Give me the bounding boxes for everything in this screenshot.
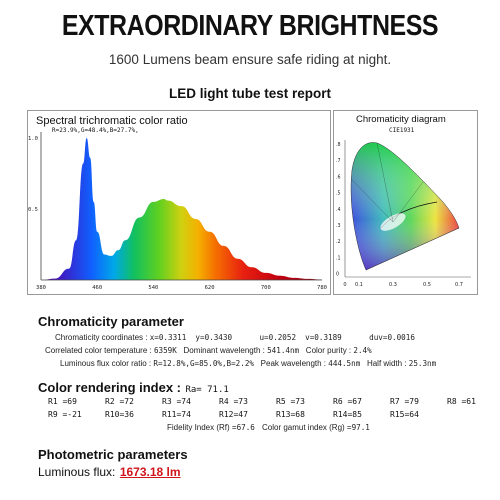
cie-y-tick: .5 — [336, 191, 341, 197]
dominant-wavelength-label: Dominant wavelength : — [183, 346, 265, 355]
cri-value: R9 =-21 — [48, 410, 82, 419]
luminous-flux-value: 1673.18 lm — [119, 465, 181, 479]
spectrum-x-tick: 540 — [148, 285, 158, 291]
cri-value: R1 =69 — [48, 397, 77, 406]
color-temperature-row: Correlated color temperature : 6359K Dom… — [45, 346, 372, 355]
cri-value: R6 =67 — [333, 397, 362, 406]
fidelity-index: Fidelity Index (Rf) =67.6 — [167, 423, 255, 432]
cie-x-tick: 0.3 — [389, 282, 397, 288]
cri-value: R5 =73 — [276, 397, 305, 406]
dominant-wavelength-value: 541.4nm — [267, 346, 300, 355]
luminous-flux-row: Luminous flux: 1673.18 lm — [38, 463, 181, 481]
cri-value: R15=64 — [390, 410, 419, 419]
cri-value: R3 =74 — [162, 397, 191, 406]
cie-y-tick: .3 — [336, 223, 341, 229]
spectrum-area — [41, 138, 322, 280]
cri-value: R8 =61 — [447, 397, 476, 406]
cie-y-tick: .8 — [336, 142, 341, 148]
cie-x-tick: 0.1 — [355, 282, 363, 288]
spectrum-y-tick: 0.5 — [28, 207, 38, 213]
cie-y-tick: .1 — [336, 255, 341, 261]
cri-value: R14=85 — [333, 410, 362, 419]
spectrum-title: Spectral trichromatic color ratio — [36, 115, 188, 127]
cie-y-tick: 0 — [336, 272, 339, 278]
peak-wavelength-value: 444.5nm — [328, 359, 361, 368]
spectrum-y-tick: 1.0 — [28, 136, 38, 142]
cct-value: 6359K — [153, 346, 177, 355]
luminous-flux-label: Luminous flux: — [38, 465, 116, 479]
report-title: LED light tube test report — [169, 86, 331, 101]
spectrum-x-tick: 780 — [317, 285, 327, 291]
cri-value: R10=36 — [105, 410, 134, 419]
half-width-value: 25.3nm — [408, 359, 437, 368]
spectrum-x-tick: 700 — [261, 285, 271, 291]
flux-ratio-label: Luminous flux color ratio : — [60, 359, 152, 368]
gamut-label: Color gamut index (Rg) = — [262, 423, 352, 432]
cri-value: R2 =72 — [105, 397, 134, 406]
chromaticity-parameter-title: Chromaticity parameter — [38, 314, 184, 329]
cri-value: R4 =73 — [219, 397, 248, 406]
spectrum-chart: 1.0 0.5 380 460 540 620 700 780 — [28, 132, 327, 291]
flux-ratio-row: Luminous flux color ratio : R=12.8%,G=85… — [60, 359, 436, 368]
peak-wavelength-label: Peak wavelength : — [260, 359, 327, 368]
coordinates-values: x=0.3311 y=0.3430 u=0.2052 v=0.3189 duv=… — [149, 333, 415, 342]
cri-value: R11=74 — [162, 410, 191, 419]
cie-x-tick: 0.7 — [455, 282, 463, 288]
gamut-value: 97.1 — [351, 423, 370, 432]
coordinates-label: Chromaticity coordinates : — [55, 333, 148, 342]
cie-y-tick: .4 — [336, 207, 341, 213]
cri-value: R13=68 — [276, 410, 305, 419]
fidelity-value: 67.6 — [236, 423, 255, 432]
flux-ratio-value: R=12.8%,G=85.0%,B=2.2% — [153, 359, 254, 368]
color-purity-value: 2.4% — [353, 346, 372, 355]
chromaticity-subtitle: CIE1931 — [389, 127, 415, 134]
cie-y-tick: .2 — [336, 239, 341, 245]
chromaticity-diagram: .8 .7 .6 .5 .4 .3 .2 .1 0 0 0.1 0.3 0.5 0.7 — [336, 140, 471, 288]
chromaticity-coordinates-row: Chromaticity coordinates : x=0.3311 y=0.… — [55, 333, 415, 342]
ra-value: Ra= 71.1 — [185, 385, 229, 395]
color-rendering-title: Color rendering index : — [38, 380, 182, 395]
spectrum-x-tick: 460 — [92, 285, 102, 291]
color-rendering-header: Color rendering index : Ra= 71.1 — [38, 379, 229, 397]
spectrum-ratio-text: R=23.9%,G=48.4%,B=27.7%, — [52, 127, 139, 134]
headline: EXTRAORDINARY BRIGHTNESS — [61, 10, 439, 42]
cie-y-tick: .6 — [336, 174, 341, 180]
half-width-label: Half width : — [366, 359, 407, 368]
spectrum-x-tick: 620 — [205, 285, 215, 291]
cri-value: R12=47 — [219, 410, 248, 419]
cie-y-tick: .7 — [336, 158, 341, 164]
chromaticity-title: Chromaticity diagram — [356, 114, 446, 125]
cri-row-1: R1 =69 R2 =72 R3 =74 R4 =73 R5 =73 R6 =67 R7 =… — [48, 397, 488, 409]
photometric-title: Photometric parameters — [38, 447, 188, 462]
color-purity-label: Color purity : — [305, 346, 352, 355]
cct-label: Correlated color temperature : — [45, 346, 152, 355]
subline: 1600 Lumens beam ensure safe riding at n… — [108, 52, 392, 67]
fidelity-label: Fidelity Index (Rf) = — [167, 423, 237, 432]
cri-value: R7 =79 — [390, 397, 419, 406]
gamut-index: Color gamut index (Rg) =97.1 — [262, 423, 370, 432]
cie-x-tick: 0.5 — [423, 282, 431, 288]
spectrum-x-tick: 380 — [36, 285, 46, 291]
cie-x-tick: 0 — [343, 282, 346, 288]
cri-row-2: R9 =-21 R10=36 R11=74 R12=47 R13=68 R14=85 R15… — [48, 410, 488, 422]
